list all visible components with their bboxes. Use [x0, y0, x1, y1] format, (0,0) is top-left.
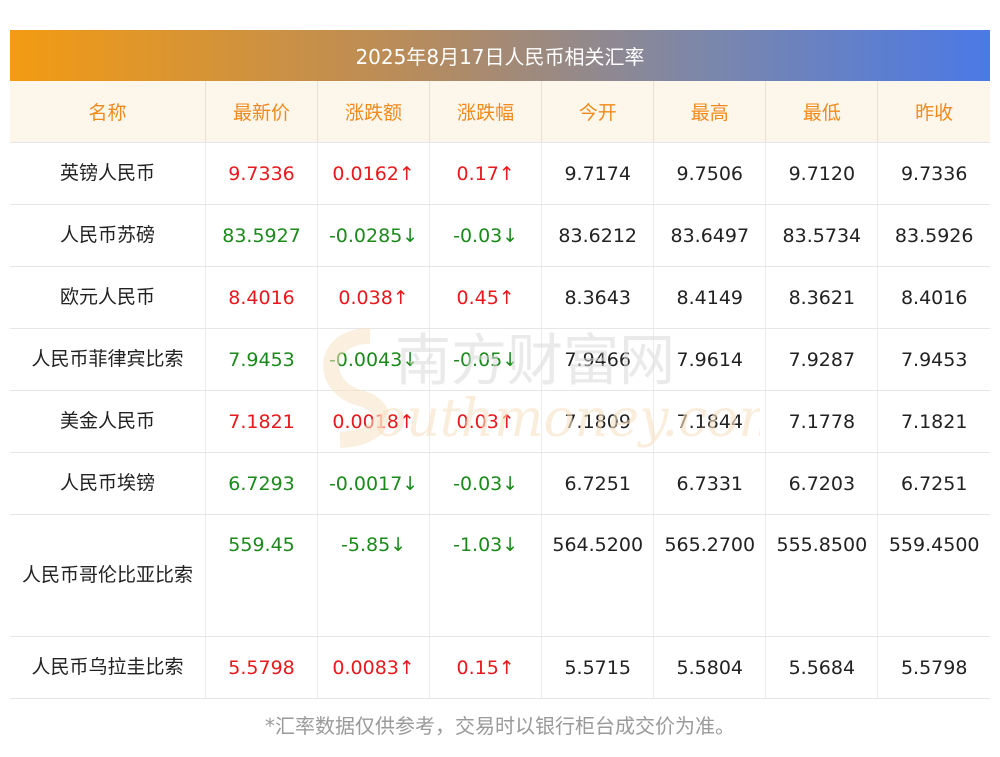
header-prev-close: 昨收: [877, 81, 990, 143]
latest-price: 8.4016: [205, 266, 319, 329]
low-price: 5.5684: [765, 636, 879, 699]
table-row: 英镑人民币 9.7336 0.0162↑ 0.17↑ 9.7174 9.7506…: [10, 142, 990, 205]
prev-close: 6.7251: [877, 452, 990, 515]
change-percent: -0.03↓: [429, 452, 543, 515]
change-percent: 0.03↑: [429, 390, 543, 453]
low-price: 7.1778: [765, 390, 879, 453]
latest-price: 9.7336: [205, 142, 319, 205]
currency-name: 人民币乌拉圭比索: [10, 636, 206, 699]
disclaimer-footer: *汇率数据仅供参考，交易时以银行柜台成交价为准。: [265, 714, 735, 738]
header-open: 今开: [541, 81, 655, 143]
high-price: 8.4149: [653, 266, 767, 329]
page-title: 2025年8月17日人民币相关汇率: [355, 45, 645, 69]
prev-close: 7.9453: [877, 328, 990, 391]
change-amount: -0.0043↓: [317, 328, 431, 391]
change-amount: -5.85↓: [317, 514, 431, 637]
currency-name: 欧元人民币: [10, 266, 206, 329]
title-bar: 2025年8月17日人民币相关汇率: [10, 30, 990, 81]
high-price: 565.2700: [653, 514, 767, 637]
table-header-row: 名称 最新价 涨跌额 涨跌幅 今开 最高 最低 昨收: [10, 81, 990, 143]
table-row: 人民币乌拉圭比索 5.5798 0.0083↑ 0.15↑ 5.5715 5.5…: [10, 636, 990, 699]
prev-close: 9.7336: [877, 142, 990, 205]
currency-name: 人民币菲律宾比索: [10, 328, 206, 391]
open-price: 83.6212: [541, 204, 655, 267]
currency-name: 人民币苏磅: [10, 204, 206, 267]
table-row: 人民币苏磅 83.5927 -0.0285↓ -0.03↓ 83.6212 83…: [10, 204, 990, 267]
latest-price: 7.9453: [205, 328, 319, 391]
table-row: 人民币埃镑 6.7293 -0.0017↓ -0.03↓ 6.7251 6.73…: [10, 452, 990, 515]
change-percent: -0.03↓: [429, 204, 543, 267]
high-price: 7.9614: [653, 328, 767, 391]
prev-close: 559.4500: [877, 514, 990, 637]
low-price: 6.7203: [765, 452, 879, 515]
header-high: 最高: [653, 81, 767, 143]
prev-close: 5.5798: [877, 636, 990, 699]
change-amount: 0.0018↑: [317, 390, 431, 453]
header-change: 涨跌额: [317, 81, 431, 143]
change-percent: 0.45↑: [429, 266, 543, 329]
prev-close: 8.4016: [877, 266, 990, 329]
header-low: 最低: [765, 81, 879, 143]
low-price: 83.5734: [765, 204, 879, 267]
open-price: 7.1809: [541, 390, 655, 453]
change-amount: 0.0162↑: [317, 142, 431, 205]
currency-name: 美金人民币: [10, 390, 206, 453]
open-price: 5.5715: [541, 636, 655, 699]
change-percent: -0.05↓: [429, 328, 543, 391]
table-row: 美金人民币 7.1821 0.0018↑ 0.03↑ 7.1809 7.1844…: [10, 390, 990, 453]
currency-name: 英镑人民币: [10, 142, 206, 205]
table-row: 人民币哥伦比亚比索 559.45 -5.85↓ -1.03↓ 564.5200 …: [10, 514, 990, 637]
header-latest: 最新价: [205, 81, 319, 143]
change-amount: -0.0285↓: [317, 204, 431, 267]
high-price: 7.1844: [653, 390, 767, 453]
open-price: 6.7251: [541, 452, 655, 515]
change-amount: -0.0017↓: [317, 452, 431, 515]
currency-name: 人民币埃镑: [10, 452, 206, 515]
high-price: 83.6497: [653, 204, 767, 267]
prev-close: 83.5926: [877, 204, 990, 267]
latest-price: 7.1821: [205, 390, 319, 453]
open-price: 564.5200: [541, 514, 655, 637]
high-price: 9.7506: [653, 142, 767, 205]
latest-price: 5.5798: [205, 636, 319, 699]
open-price: 9.7174: [541, 142, 655, 205]
change-amount: 0.0083↑: [317, 636, 431, 699]
open-price: 7.9466: [541, 328, 655, 391]
low-price: 7.9287: [765, 328, 879, 391]
high-price: 5.5804: [653, 636, 767, 699]
latest-price: 83.5927: [205, 204, 319, 267]
low-price: 9.7120: [765, 142, 879, 205]
change-percent: 0.15↑: [429, 636, 543, 699]
header-change-pct: 涨跌幅: [429, 81, 543, 143]
change-percent: 0.17↑: [429, 142, 543, 205]
currency-name: 人民币哥伦比亚比索: [10, 514, 206, 637]
table-row: 人民币菲律宾比索 7.9453 -0.0043↓ -0.05↓ 7.9466 7…: [10, 328, 990, 391]
change-amount: 0.038↑: [317, 266, 431, 329]
prev-close: 7.1821: [877, 390, 990, 453]
open-price: 8.3643: [541, 266, 655, 329]
latest-price: 6.7293: [205, 452, 319, 515]
low-price: 8.3621: [765, 266, 879, 329]
low-price: 555.8500: [765, 514, 879, 637]
header-name: 名称: [10, 81, 206, 143]
latest-price: 559.45: [205, 514, 319, 637]
exchange-rate-table: 名称 最新价 涨跌额 涨跌幅 今开 最高 最低 昨收 英镑人民币 9.7336 …: [10, 81, 990, 699]
change-percent: -1.03↓: [429, 514, 543, 637]
high-price: 6.7331: [653, 452, 767, 515]
table-row: 欧元人民币 8.4016 0.038↑ 0.45↑ 8.3643 8.4149 …: [10, 266, 990, 329]
